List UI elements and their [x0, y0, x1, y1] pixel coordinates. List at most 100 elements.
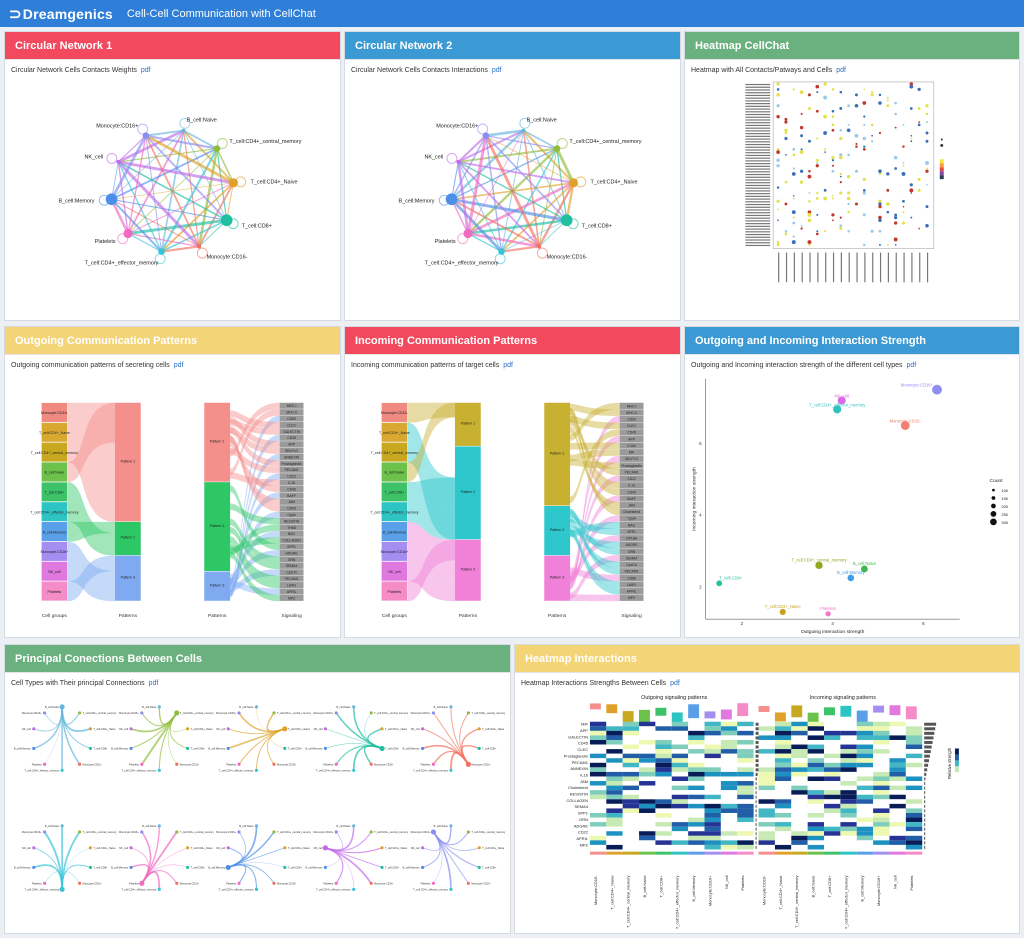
connection-node-label: Platelets [129, 762, 140, 766]
bubble [816, 162, 819, 164]
connection-node [369, 711, 373, 715]
pdf-link[interactable]: pdf [140, 67, 151, 74]
network-node [498, 248, 505, 255]
heatmap-cell [889, 739, 906, 745]
cell-group-node [381, 521, 408, 542]
heatmap-cell [737, 826, 754, 832]
column-color-strip [688, 851, 705, 855]
heatmap-cell [720, 762, 738, 768]
pdf-link[interactable]: pdf [906, 362, 917, 369]
heatmap-cell [704, 758, 721, 763]
heatmap-cell [824, 753, 841, 759]
connection-node [129, 846, 133, 850]
row-total-bar [755, 763, 760, 767]
connection-node [430, 829, 437, 835]
pdf-link[interactable]: pdf [503, 362, 513, 369]
panel-header: Incoming Communication Patterns [345, 327, 680, 354]
heatmap-cell [622, 762, 640, 768]
pdf-link[interactable]: pdf [173, 362, 184, 369]
heatmap-cell [589, 781, 607, 786]
heatmap-cell [688, 767, 705, 772]
row-label: MPZ [580, 842, 589, 847]
column-label: B_cell:Naive [642, 875, 647, 898]
panel-subtitle: Circular Network Cells Contacts Weights … [11, 67, 151, 74]
heatmap-cell [671, 817, 689, 823]
signaling-label: JAM [628, 504, 635, 508]
heatmap-cell [688, 826, 705, 832]
brand-logo[interactable]: ⊃ Dreamgenics [9, 5, 113, 23]
row-total-bar [755, 777, 757, 781]
heatmap-cell [704, 771, 721, 777]
bubble [926, 167, 928, 170]
heatmap-cell [791, 817, 808, 823]
bubble [902, 164, 905, 167]
point-label: Platelets [820, 606, 836, 611]
signaling-node [279, 409, 304, 416]
connection-node [225, 864, 231, 871]
bubble [863, 243, 866, 247]
signaling-node [279, 575, 304, 582]
network-node [213, 145, 221, 152]
heatmap-cell [791, 726, 808, 731]
connection-edge [335, 712, 383, 750]
heatmap-cell [791, 790, 808, 795]
panel-outgoing-patterns: Outgoing Communication Patterns Outgoing… [4, 326, 341, 638]
connection-node-label: B_cell:Naive [336, 824, 351, 828]
connection-node-label: T_cell:CD8+ [191, 746, 206, 750]
heatmap-cell [720, 758, 738, 763]
heatmap-cell [639, 758, 656, 763]
pdf-link[interactable]: pdf [491, 67, 502, 74]
pdf-link[interactable]: pdf [836, 67, 846, 74]
bubble [823, 188, 827, 192]
cell-group-node [41, 561, 68, 582]
bubble [878, 101, 882, 105]
heatmap-cell [671, 822, 689, 827]
size-legend-dot [991, 496, 996, 500]
heatmap-cell [606, 753, 623, 759]
bubble [910, 140, 913, 143]
row-label [745, 165, 771, 167]
connection-node-label: Platelets [421, 881, 432, 885]
bubble [878, 169, 882, 174]
pdf-link[interactable]: pdf [148, 680, 159, 687]
row-label: Prostaglandin [564, 753, 588, 758]
bubble [862, 188, 866, 192]
heatmap-cell [589, 771, 607, 777]
heatmap-cell [737, 831, 754, 836]
size-legend-title: Count [989, 478, 1003, 484]
flow-band [570, 442, 620, 450]
signaling-node [619, 561, 644, 568]
bubble [902, 123, 905, 126]
connection-node-label: Monocyte:CD16+ [119, 711, 139, 715]
panel-header: Circular Network 2 [345, 32, 680, 59]
heatmap-cell [704, 822, 721, 827]
heatmap-cell [873, 835, 890, 841]
signaling-label: IL16 [628, 484, 635, 488]
flow-band [407, 477, 455, 509]
heatmap-cell [704, 735, 721, 740]
bubble [862, 213, 866, 217]
legend-gradient [939, 167, 944, 172]
connection-node [283, 846, 287, 850]
signaling-label: MIF [629, 451, 635, 455]
flow-band [230, 550, 280, 586]
pdf-link[interactable]: pdf [670, 680, 680, 687]
heatmap-cell [824, 771, 841, 777]
column-total-bar [655, 707, 667, 716]
heatmap-cell [856, 803, 874, 809]
heatmap-cell [791, 776, 808, 782]
cell-group-node [381, 442, 408, 462]
bubble [807, 212, 812, 217]
heatmap-cell [671, 776, 689, 782]
column-label: T_cell:CD4+_central_memory [794, 875, 799, 927]
signaling-label: ADGRE [286, 551, 299, 555]
row-label [745, 225, 771, 227]
heatmap-cell [774, 790, 792, 795]
connection-node-label: Monocyte:CD16+ [411, 830, 431, 834]
heatmap-cell [622, 785, 640, 791]
heatmap-cell [639, 785, 656, 791]
heatmap-cell [655, 781, 672, 786]
bubble [917, 188, 921, 192]
heatmap-cell [774, 762, 792, 768]
column-total-bar [671, 712, 683, 724]
